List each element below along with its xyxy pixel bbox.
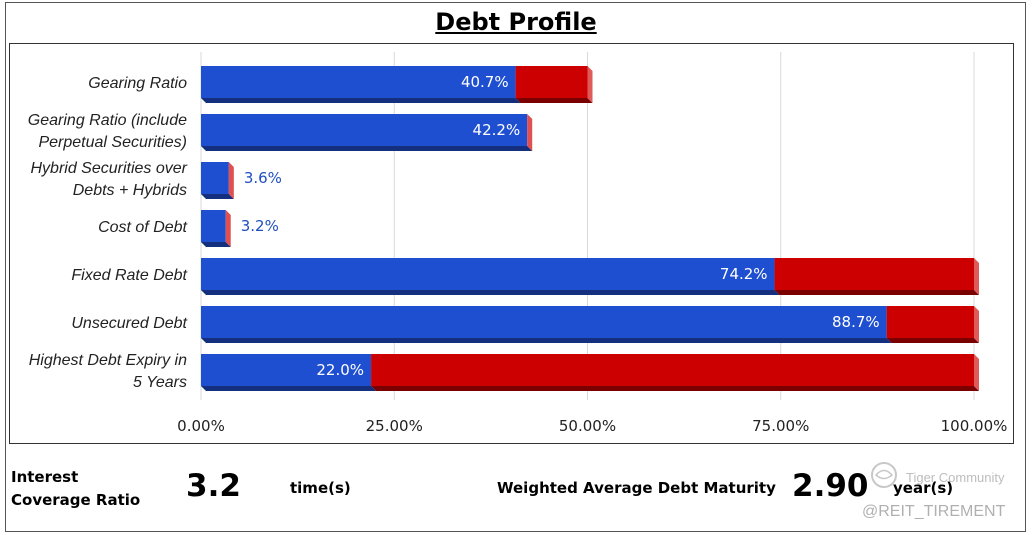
- data-label: 3.6%: [244, 169, 282, 187]
- bar-bottom-edge: [201, 242, 231, 247]
- interest-coverage-ratio-unit: time(s): [290, 479, 351, 497]
- category-label: Highest Debt Expiry in 5 Years: [29, 352, 187, 391]
- bar-segment: [201, 306, 887, 338]
- watermark-brand: Tiger Community: [906, 470, 1005, 485]
- bar-side-edge: [974, 306, 979, 343]
- weighted-average-debt-maturity-unit: year(s): [893, 479, 954, 497]
- bar-side-edge: [228, 162, 234, 199]
- bar-segment: [201, 210, 226, 242]
- bar-segment: [201, 258, 775, 290]
- category-label: Unsecured Debt: [71, 315, 187, 332]
- category-label: Gearing Ratio (include Perpetual Securiti…: [28, 112, 187, 151]
- bar-segment: [201, 354, 372, 386]
- bar-chart: 0.00% 25.00% 50.00% 75.00% 100.00% 40.7% Geari…: [28, 52, 1008, 435]
- bar-bottom-edge: [515, 98, 593, 103]
- bar-segment: [201, 162, 229, 194]
- data-label: 3.2%: [241, 217, 279, 235]
- bar-segment: [201, 114, 528, 146]
- data-label: 88.7%: [832, 313, 880, 331]
- bar-bottom-edge: [201, 146, 533, 151]
- bar-bottom-edge: [201, 338, 892, 343]
- chart-frame: [5, 2, 1026, 532]
- x-tick-label: 75.00%: [752, 417, 809, 435]
- icr-label-line1: Interest: [11, 468, 79, 486]
- icr-label-line2: Coverage Ratio: [11, 491, 141, 509]
- tiger-logo-icon: [871, 462, 897, 488]
- chart-title: Debt Profile: [435, 8, 597, 36]
- bar-bottom-edge: [201, 386, 377, 391]
- x-tick-label: 0.00%: [177, 417, 225, 435]
- bar-side-edge: [974, 258, 979, 295]
- x-tick-label: 50.00%: [559, 417, 616, 435]
- bar-bottom-edge: [886, 338, 979, 343]
- data-label: 42.2%: [473, 121, 521, 139]
- bar-bottom-edge: [201, 194, 234, 199]
- category-label: Cost of Debt: [98, 219, 187, 236]
- bar-side-edge: [527, 114, 533, 151]
- interest-coverage-ratio-value: 3.2: [186, 468, 241, 504]
- weighted-average-debt-maturity-label: Weighted Average Debt Maturity: [497, 479, 776, 497]
- bar-side-edge: [225, 210, 231, 247]
- category-label: Fixed Rate Debt: [71, 267, 187, 284]
- category-label: Gearing Ratio: [88, 75, 187, 92]
- watermark-handle: @REIT_TIREMENT: [862, 503, 1006, 520]
- data-label: 40.7%: [461, 73, 509, 91]
- bar-bottom-edge: [774, 290, 979, 295]
- data-label: 22.0%: [316, 361, 364, 379]
- category-label: Hybrid Securities over Debts + Hybrids: [31, 160, 188, 199]
- bar-bottom-edge: [201, 290, 780, 295]
- bar-bottom-edge: [371, 386, 979, 391]
- x-tick-label: 100.00%: [941, 417, 1008, 435]
- bar-segment: [886, 306, 974, 338]
- weighted-average-debt-maturity-value: 2.90: [792, 468, 869, 504]
- bar-segment: [201, 66, 516, 98]
- chart-area: 0.00% 25.00% 50.00% 75.00% 100.00% 40.7% Geari…: [9, 43, 1014, 444]
- data-label: 74.2%: [720, 265, 768, 283]
- bar-segment: [515, 66, 588, 98]
- bar-segment: [371, 354, 974, 386]
- interest-coverage-ratio-label: Interest Coverage Ratio: [11, 466, 161, 512]
- bar-side-edge: [974, 354, 979, 391]
- bar-segment: [774, 258, 974, 290]
- bar-side-edge: [587, 66, 593, 103]
- x-tick-label: 25.00%: [366, 417, 423, 435]
- bar-bottom-edge: [201, 98, 521, 103]
